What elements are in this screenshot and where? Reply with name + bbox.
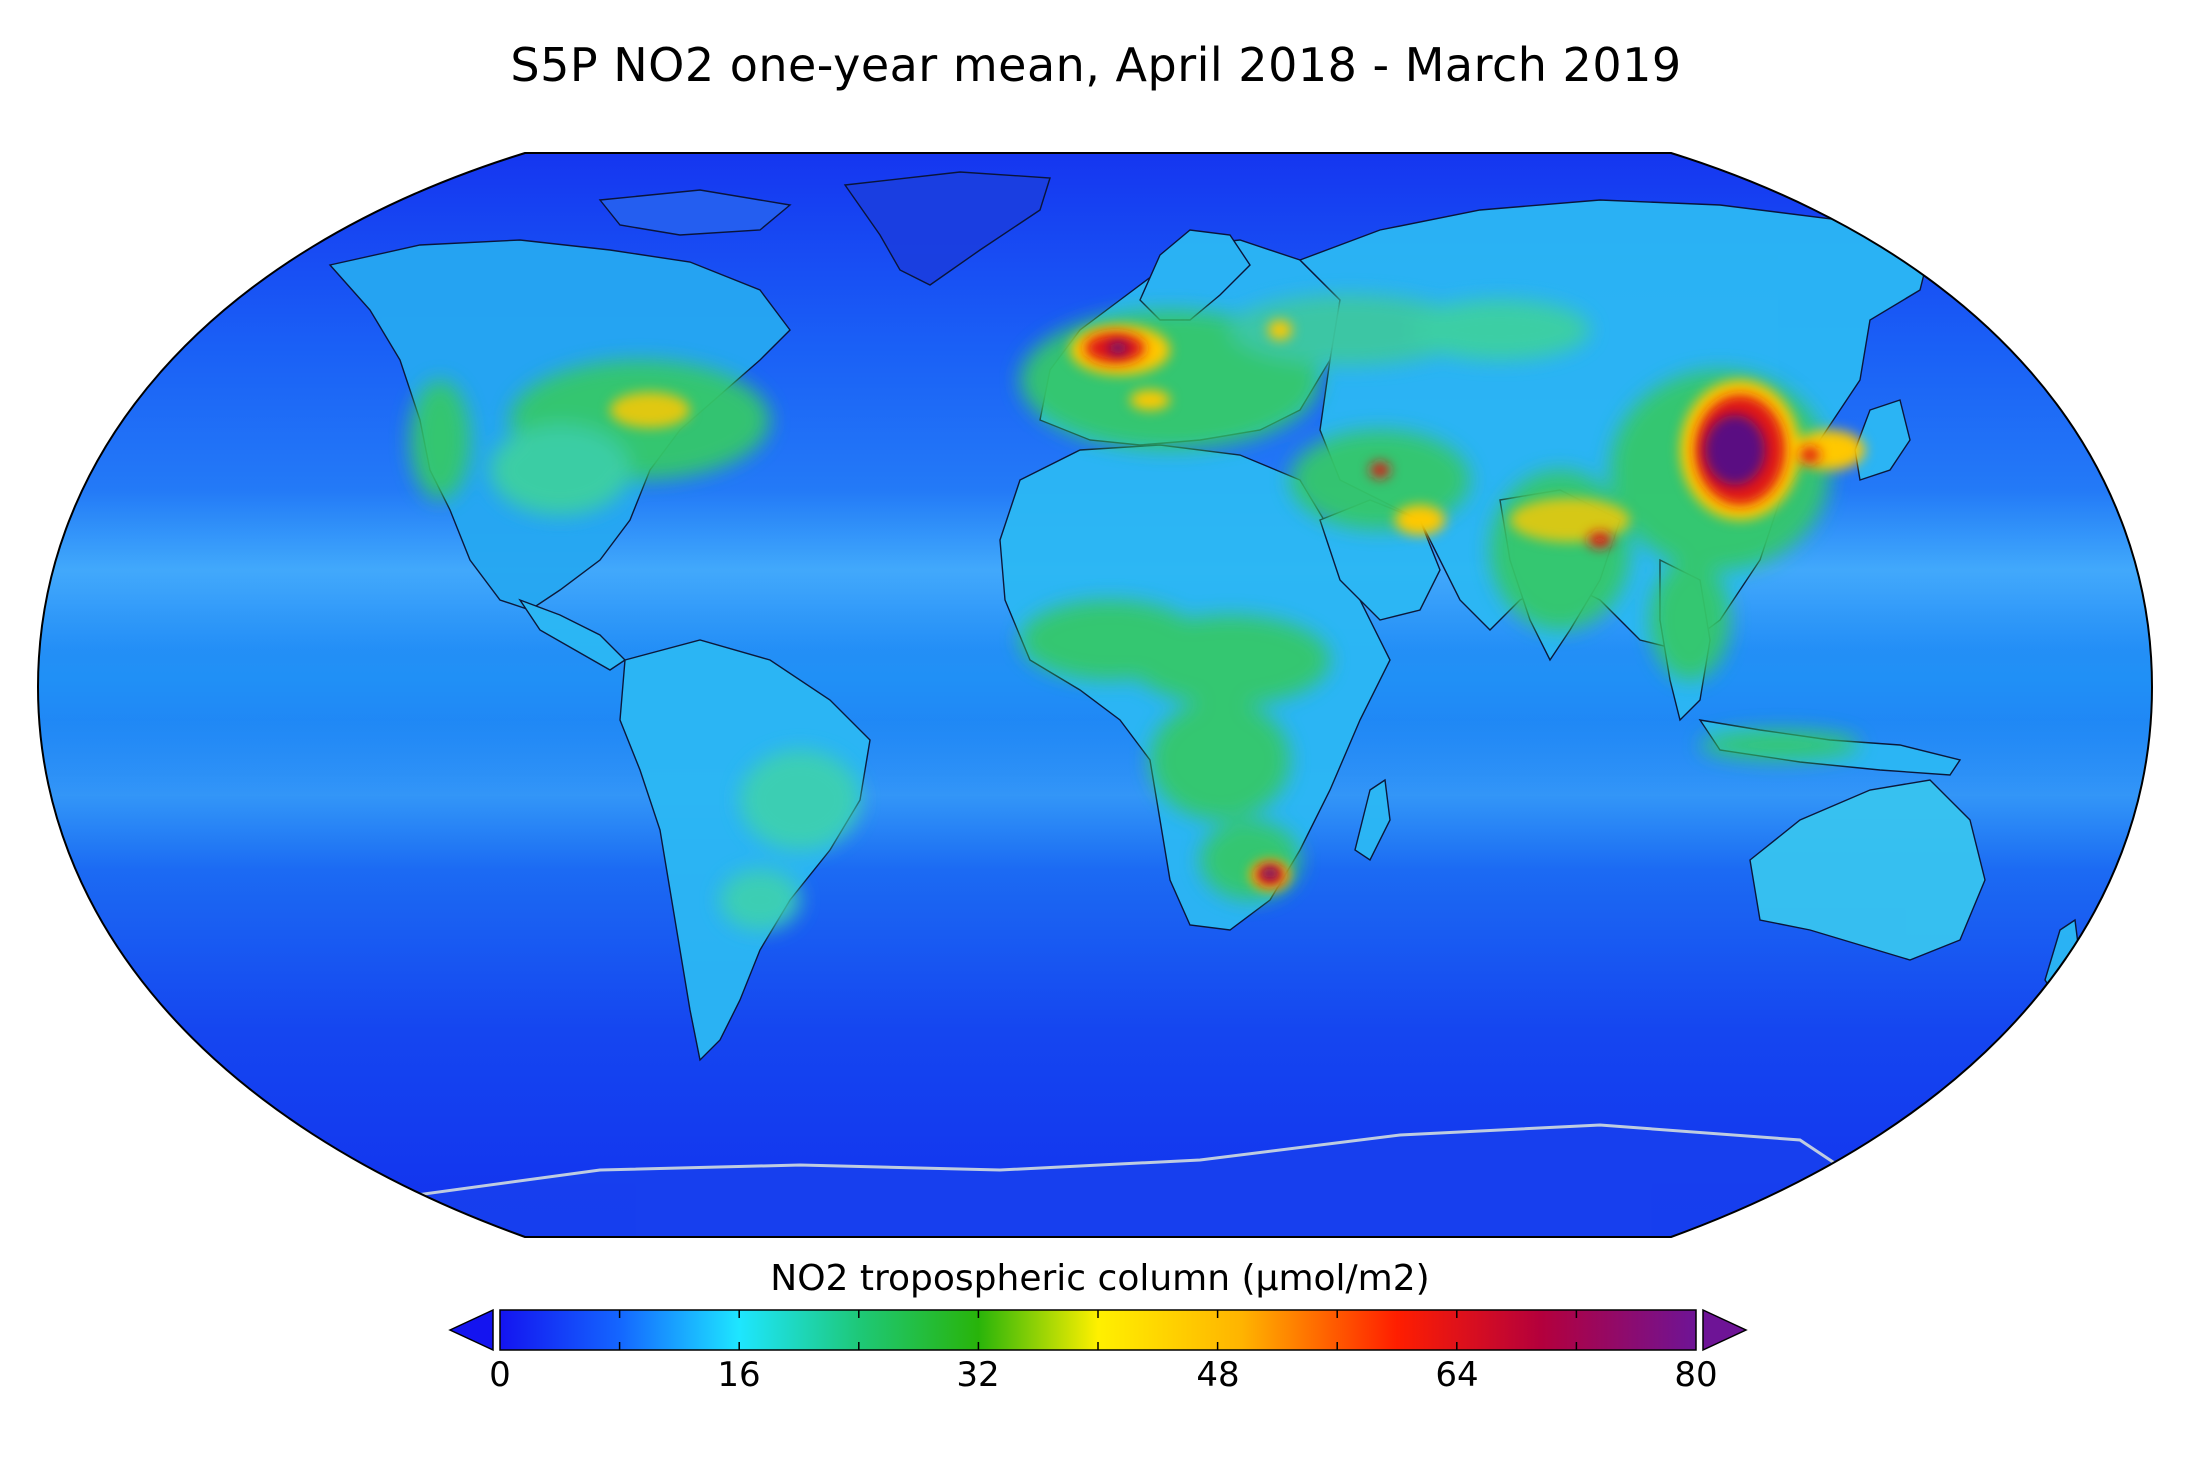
colorbar-tick-label: 64	[1435, 1355, 1479, 1395]
colorbar-under-arrow	[448, 1308, 494, 1352]
eastern-usa-yellow	[610, 392, 690, 428]
greenland	[843, 171, 1051, 286]
colorbar-tick-label: 80	[1674, 1355, 1718, 1395]
colorbar	[448, 1308, 1748, 1352]
brazil-plume	[740, 750, 860, 850]
madagascar	[1354, 778, 1391, 862]
southeast-asia-plume	[1650, 560, 1730, 680]
colorbar-over-arrow	[1702, 1308, 1748, 1352]
colorbar-tick-label: 0	[489, 1355, 511, 1395]
colorbar-tick-label: 16	[717, 1355, 761, 1395]
canada-arctic-islands	[598, 189, 792, 236]
south-america	[619, 639, 871, 1062]
tehran-red	[1370, 462, 1390, 478]
map-title: S5P NO2 one-year mean, April 2018 - Marc…	[510, 38, 1682, 92]
po-valley-yellow	[1130, 390, 1170, 410]
colorbar-tick-label: 32	[956, 1355, 1000, 1395]
indonesia-plume	[1700, 730, 1860, 760]
pollution-extreme	[1108, 342, 1765, 879]
south-africa-plume	[1200, 820, 1300, 900]
map-border	[36, 152, 2154, 1238]
india-plume	[1490, 470, 1630, 630]
colorbar-tick-label: 48	[1196, 1355, 1240, 1395]
highveld-purple	[1261, 867, 1279, 879]
central-africa-plume	[1130, 615, 1330, 705]
northern-india-yellow	[1510, 498, 1630, 542]
russia-plume	[1230, 295, 1470, 365]
southern-africa-plume	[1150, 700, 1290, 820]
central-usa-plume	[490, 425, 630, 515]
central-america	[518, 598, 627, 671]
map-globe	[38, 153, 2152, 1237]
bangladesh-red	[1588, 532, 1612, 548]
west-coast-usa-plume	[410, 380, 470, 500]
seoul-red	[1800, 447, 1820, 463]
persian-gulf-yellow	[1395, 505, 1445, 535]
colorbar-ticks	[618, 1310, 1578, 1350]
argentina-plume	[720, 870, 800, 930]
middle-east-plume	[1290, 430, 1470, 530]
moscow-yellow	[1268, 320, 1292, 340]
antarctica	[377, 1123, 1862, 1237]
central-asia-plume	[1410, 300, 1590, 360]
australia	[1749, 779, 1986, 961]
colorbar-label: NO2 tropospheric column (µmol/m2)	[770, 1258, 1430, 1299]
north-china-plain-purple	[1705, 415, 1765, 485]
ruhr-purple	[1108, 342, 1128, 354]
